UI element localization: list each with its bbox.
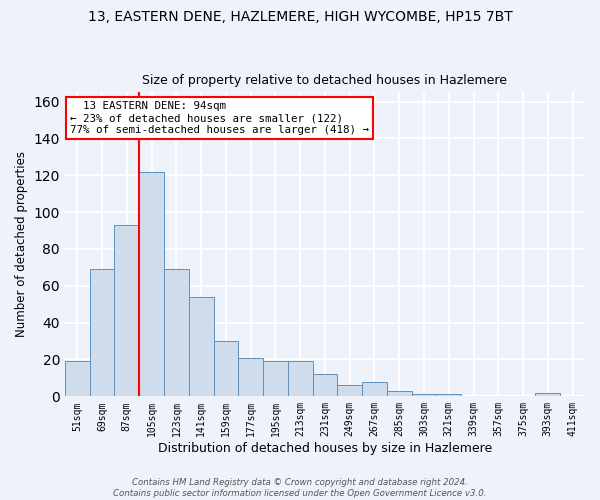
Text: 13, EASTERN DENE, HAZLEMERE, HIGH WYCOMBE, HP15 7BT: 13, EASTERN DENE, HAZLEMERE, HIGH WYCOMB… [88, 10, 512, 24]
Bar [337, 386, 362, 396]
Bar [65, 362, 89, 396]
Bar [189, 297, 214, 396]
Bar [535, 392, 560, 396]
Bar [412, 394, 436, 396]
Y-axis label: Number of detached properties: Number of detached properties [15, 152, 28, 338]
Bar [387, 391, 412, 396]
X-axis label: Distribution of detached houses by size in Hazlemere: Distribution of detached houses by size … [158, 442, 492, 455]
Bar [288, 362, 313, 396]
Bar [313, 374, 337, 396]
Bar [362, 382, 387, 396]
Bar [263, 362, 288, 396]
Bar [238, 358, 263, 397]
Bar [89, 269, 115, 396]
Bar [214, 341, 238, 396]
Text: 13 EASTERN DENE: 94sqm  
← 23% of detached houses are smaller (122)
77% of semi-: 13 EASTERN DENE: 94sqm ← 23% of detached… [70, 102, 369, 134]
Bar [139, 172, 164, 396]
Bar [164, 269, 189, 396]
Text: Contains HM Land Registry data © Crown copyright and database right 2024.
Contai: Contains HM Land Registry data © Crown c… [113, 478, 487, 498]
Bar [115, 225, 139, 396]
Title: Size of property relative to detached houses in Hazlemere: Size of property relative to detached ho… [142, 74, 508, 87]
Bar [436, 394, 461, 396]
